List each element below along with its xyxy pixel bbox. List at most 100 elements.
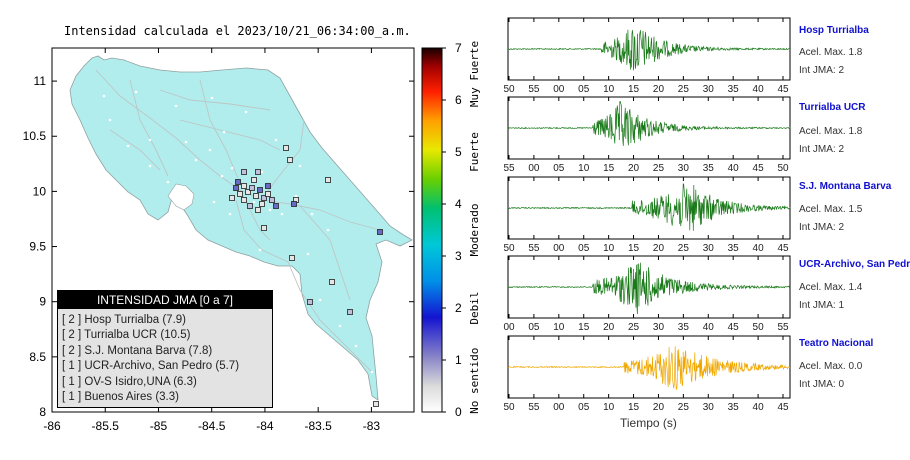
waveform-tick-label: 40 xyxy=(753,402,765,413)
waveform-tick-label: 35 xyxy=(728,402,740,413)
waveform-tick-label: 05 xyxy=(578,84,590,95)
map-y-tick-label: 10 xyxy=(33,184,47,198)
trace-station-name: Hosp Turrialba xyxy=(799,25,869,36)
colorbar-tick-label: 4 xyxy=(455,197,462,211)
city-dot xyxy=(220,174,224,178)
colorbar-axis: 7 6 5 4 3 2 1 0 xyxy=(442,41,462,419)
map-x-axis: -86 -85.5 -85 -84.5 -84 -83.5 -83 xyxy=(43,48,380,433)
station-marker xyxy=(235,179,241,185)
colorbar-category-label: Moderado xyxy=(468,204,481,257)
city-dot xyxy=(280,212,284,216)
waveform-tick-label: 20 xyxy=(653,243,665,254)
station-marker xyxy=(269,197,275,203)
map-x-tick-label: -84.5 xyxy=(198,419,226,433)
station-marker xyxy=(347,309,353,315)
colorbar-category-label: Fuerte xyxy=(468,132,481,172)
map-y-tick-label: 10.5 xyxy=(23,129,47,143)
legend-title: INTENSIDAD JMA [0 a 7] xyxy=(58,291,272,309)
trace-station-name: Teatro Nacional xyxy=(799,338,874,349)
waveform-tick-label: 30 xyxy=(703,402,715,413)
waveform-tick-label: 45 xyxy=(728,322,740,333)
trace-acc-label: Acel. Max. 1.5 xyxy=(799,204,863,215)
waveform-tick-label: 55 xyxy=(528,243,540,254)
colorbar-tick-label: 7 xyxy=(455,41,462,55)
waveform-tick-label: 10 xyxy=(553,322,565,333)
waveform-trace xyxy=(507,346,791,391)
map-x-tick-label: -83.5 xyxy=(304,419,332,433)
city-dot xyxy=(258,248,262,252)
city-dot xyxy=(174,104,178,108)
waveform-tick-label: 15 xyxy=(628,243,640,254)
waveform-tick-label: 30 xyxy=(703,243,715,254)
colorbar xyxy=(421,47,443,413)
waveform-tick-label: 25 xyxy=(678,84,690,95)
waveform-tick-label: 50 xyxy=(753,322,765,333)
waveform-tick-label: 20 xyxy=(628,163,640,174)
station-markers xyxy=(229,145,383,407)
waveform-tick-label: 55 xyxy=(777,322,789,333)
legend-item: [ 2 ] Turrialba UCR (10.5) xyxy=(62,329,191,342)
waveform-tick-label: 25 xyxy=(678,402,690,413)
trace-station-name: UCR-Archivo, San Pedro xyxy=(799,259,910,270)
city-dot xyxy=(318,298,322,302)
waveform-tick-label: 30 xyxy=(703,84,715,95)
station-marker xyxy=(307,299,313,305)
map-title: Intensidad calculada el 2023/10/21_06:34… xyxy=(64,24,411,38)
city-dot xyxy=(252,200,256,204)
colorbar-tick-label: 6 xyxy=(455,93,462,107)
colorbar-category-label: Muy Fuerte xyxy=(468,41,481,107)
station-marker xyxy=(237,191,243,197)
waveform-tick-label: 20 xyxy=(603,322,615,333)
map-y-tick-label: 9 xyxy=(39,295,46,309)
station-marker xyxy=(241,197,247,203)
legend-list: [ 2 ] Hosp Turrialba (7.9) [ 2 ] Turrial… xyxy=(58,313,272,405)
waveform-tick-label: 35 xyxy=(728,84,740,95)
station-marker xyxy=(251,177,257,183)
city-dot xyxy=(102,94,106,98)
map-x-tick-label: -86 xyxy=(43,419,61,433)
waveform-tick-label: 20 xyxy=(653,402,665,413)
trace-jma-label: Int JMA: 2 xyxy=(799,144,845,155)
station-marker xyxy=(377,229,383,235)
station-marker xyxy=(329,279,335,285)
city-dot xyxy=(268,208,272,212)
waveform-tick-label: 00 xyxy=(553,84,565,95)
waveform-tick-label: 10 xyxy=(603,84,615,95)
city-dots xyxy=(102,90,374,374)
city-dot xyxy=(326,228,330,232)
station-marker xyxy=(229,195,235,201)
city-dot xyxy=(228,212,232,216)
city-dot xyxy=(148,138,152,142)
waveform-panels: 50 55 00 05 10 15 20 25 30 35 40 45 55 00 05 10 15 20 25 30… xyxy=(503,17,791,413)
trace-station-name: Turrialba UCR xyxy=(799,102,866,113)
trace-acc-label: Acel. Max. 1.8 xyxy=(799,47,863,58)
waveform-tick-label: 05 xyxy=(578,243,590,254)
station-marker xyxy=(325,177,331,183)
city-dot xyxy=(210,96,214,100)
station-marker xyxy=(289,255,295,261)
city-dot xyxy=(310,212,314,216)
map-x-tick-label: -84 xyxy=(256,419,274,433)
waveform-tick-label: 40 xyxy=(753,84,765,95)
colorbar-category-label: Debil xyxy=(468,291,481,324)
city-dot xyxy=(126,144,130,148)
waveform-tick-label: 20 xyxy=(653,84,665,95)
map-y-tick-label: 11 xyxy=(34,74,47,88)
city-dot xyxy=(274,138,278,142)
trace-acc-label: Acel. Max. 0.0 xyxy=(799,361,863,372)
road-network xyxy=(95,69,381,373)
waveform-tick-label: 45 xyxy=(777,243,789,254)
waveform-tick-label: 35 xyxy=(703,163,715,174)
waveform-tick-label: 15 xyxy=(578,322,590,333)
waveform-tick-label: 05 xyxy=(578,402,590,413)
city-dot xyxy=(148,164,152,168)
trace-station-name: S.J. Montana Barva xyxy=(799,181,892,192)
station-marker xyxy=(253,193,259,199)
legend-item: [ 1 ] Buenos Aires (3.3) xyxy=(62,391,179,404)
station-marker xyxy=(291,201,297,207)
city-dot xyxy=(230,166,234,170)
waveform-tick-label: 15 xyxy=(628,84,640,95)
colorbar-tick-label: 3 xyxy=(455,249,462,263)
map-y-tick-label: 8.5 xyxy=(29,350,46,364)
waveform-tick-label: 55 xyxy=(528,84,540,95)
